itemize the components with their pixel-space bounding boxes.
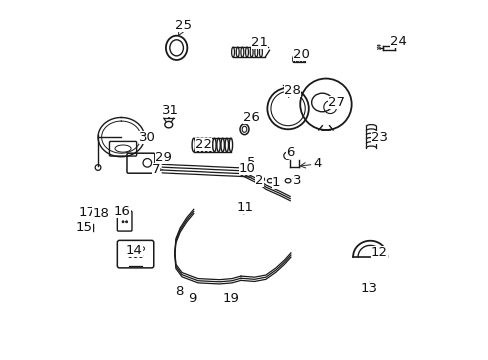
Text: 14: 14 [126, 244, 142, 257]
Text: 29: 29 [154, 151, 171, 165]
Text: 20: 20 [292, 49, 309, 62]
Text: 10: 10 [239, 162, 255, 175]
Circle shape [122, 215, 124, 217]
Text: 8: 8 [175, 285, 183, 298]
Text: 19: 19 [222, 292, 239, 305]
Text: 22: 22 [195, 138, 211, 151]
Text: 25: 25 [175, 19, 192, 35]
Text: 30: 30 [139, 131, 156, 144]
Text: 7: 7 [151, 163, 163, 176]
Text: 2: 2 [255, 174, 263, 187]
Text: 13: 13 [360, 283, 377, 296]
Text: 17: 17 [79, 206, 96, 219]
Text: 1: 1 [271, 176, 280, 189]
Text: 31: 31 [162, 104, 179, 118]
Text: 12: 12 [370, 246, 387, 258]
Text: 28: 28 [284, 84, 301, 97]
Text: 9: 9 [188, 292, 197, 305]
Text: 4: 4 [300, 157, 321, 170]
Text: 6: 6 [285, 146, 294, 159]
Text: 23: 23 [370, 131, 387, 144]
Text: 18: 18 [92, 207, 109, 220]
Text: 27: 27 [327, 96, 345, 109]
Circle shape [125, 221, 127, 223]
Text: 3: 3 [292, 174, 301, 187]
Text: 26: 26 [243, 111, 260, 124]
Text: 5: 5 [246, 156, 255, 169]
Text: 24: 24 [389, 35, 406, 48]
Circle shape [122, 221, 124, 223]
Text: 11: 11 [236, 201, 253, 214]
Circle shape [125, 215, 127, 217]
Text: 16: 16 [114, 205, 130, 218]
Text: 21: 21 [251, 36, 268, 49]
Text: 15: 15 [76, 221, 93, 234]
